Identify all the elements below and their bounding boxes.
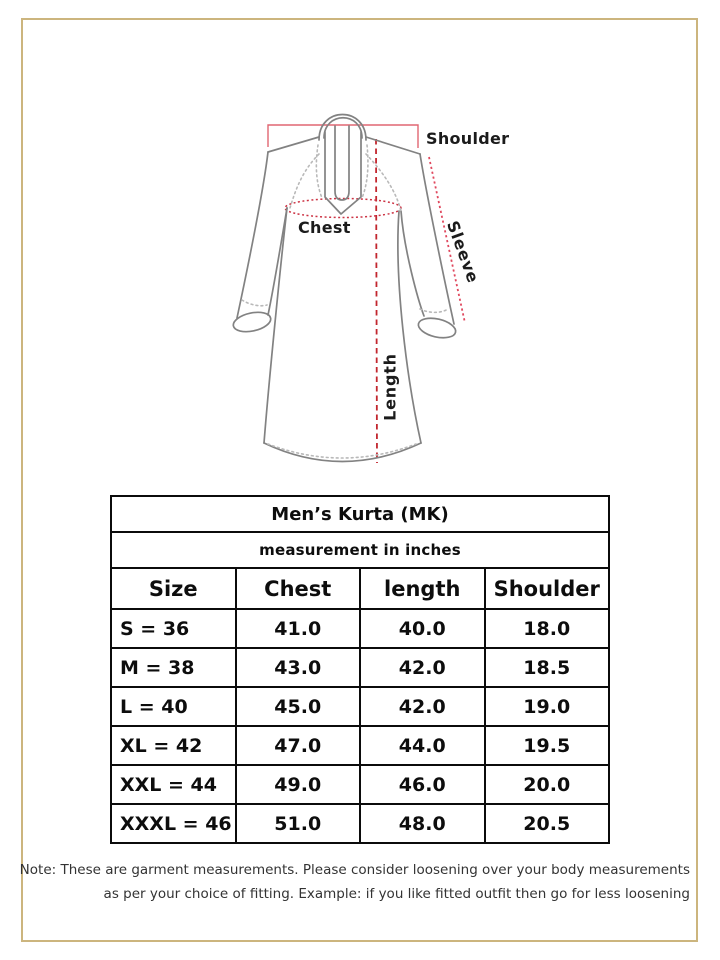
table-title: Men’s Kurta (MK) <box>110 495 610 533</box>
column-header-shoulder: Shoulder <box>483 567 610 610</box>
size-cell: XXL = 44 <box>110 764 237 805</box>
length-cell: 48.0 <box>359 803 486 844</box>
table-row: S = 36 41.0 40.0 18.0 <box>110 608 610 649</box>
left-cuff <box>232 311 272 333</box>
table-title-row: Men’s Kurta (MK) <box>110 495 610 533</box>
right-sleeve-outer <box>419 153 455 325</box>
note-text-line-1: Note: These are garment measurements. Pl… <box>19 862 690 878</box>
chest-cell: 43.0 <box>234 647 361 688</box>
placket-outer <box>324 131 362 215</box>
table-subtitle: measurement in inches <box>110 531 610 569</box>
left-sleeve-outer <box>236 151 269 319</box>
table-row: XL = 42 47.0 44.0 19.5 <box>110 725 610 766</box>
size-cell: L = 40 <box>110 686 237 727</box>
column-header-chest: Chest <box>234 567 361 610</box>
table-header-row: Size Chest length Shoulder <box>110 567 610 610</box>
kurta-stitch-details <box>241 144 449 459</box>
length-cell: 40.0 <box>359 608 486 649</box>
right-cuff <box>417 317 457 339</box>
size-cell: XL = 42 <box>110 725 237 766</box>
table-row: L = 40 45.0 42.0 19.0 <box>110 686 610 727</box>
note-text-line-2: as per your choice of fitting. Example: … <box>103 886 690 902</box>
shoulder-cell: 18.5 <box>483 647 610 688</box>
shoulder-cell: 19.5 <box>483 725 610 766</box>
left-placket-stitch <box>315 144 323 199</box>
hem-curve <box>263 442 422 463</box>
size-chart-table: Men’s Kurta (MK) measurement in inches S… <box>110 495 610 844</box>
shoulder-cell: 18.0 <box>483 608 610 649</box>
shoulder-cell: 20.0 <box>483 764 610 805</box>
right-sleeve-inner <box>400 210 425 317</box>
body-right-seam <box>397 210 422 444</box>
length-cell: 42.0 <box>359 686 486 727</box>
placket-inner <box>334 125 350 201</box>
left-shoulder-seam <box>267 136 320 153</box>
chest-label: Chest <box>298 218 351 237</box>
table-subtitle-row: measurement in inches <box>110 531 610 569</box>
right-armhole-stitch <box>365 153 402 212</box>
chest-measure-ellipse <box>284 197 402 219</box>
length-cell: 42.0 <box>359 647 486 688</box>
length-measure-line <box>375 138 378 464</box>
chest-cell: 51.0 <box>234 803 361 844</box>
chest-cell: 49.0 <box>234 764 361 805</box>
right-cuff-stitch <box>419 308 449 314</box>
table-row: M = 38 43.0 42.0 18.5 <box>110 647 610 688</box>
chest-cell: 45.0 <box>234 686 361 727</box>
size-cell: XXXL = 46 <box>110 803 237 844</box>
hem-stitch <box>267 443 417 459</box>
sleeve-measure-line <box>428 156 466 324</box>
chest-cell: 41.0 <box>234 608 361 649</box>
table-row: XXL = 44 49.0 46.0 20.0 <box>110 764 610 805</box>
column-header-length: length <box>359 567 486 610</box>
right-shoulder-seam <box>365 136 421 155</box>
table-row: XXXL = 46 51.0 48.0 20.5 <box>110 803 610 844</box>
kurta-outline <box>232 113 457 463</box>
shoulder-cell: 19.0 <box>483 686 610 727</box>
collar-dome-outer <box>318 113 367 141</box>
length-label: Length <box>380 353 400 421</box>
column-header-size: Size <box>110 567 237 610</box>
shoulder-cell: 20.5 <box>483 803 610 844</box>
shoulder-label: Shoulder <box>426 129 510 148</box>
left-armhole-stitch <box>289 153 320 209</box>
shoulder-bracket-line <box>267 124 419 148</box>
length-cell: 44.0 <box>359 725 486 766</box>
right-placket-stitch <box>361 144 369 199</box>
collar-dome-inner <box>323 116 363 139</box>
size-cell: M = 38 <box>110 647 237 688</box>
body-left-seam <box>263 207 288 444</box>
length-cell: 46.0 <box>359 764 486 805</box>
left-cuff-stitch <box>241 299 268 307</box>
chest-cell: 47.0 <box>234 725 361 766</box>
size-cell: S = 36 <box>110 608 237 649</box>
